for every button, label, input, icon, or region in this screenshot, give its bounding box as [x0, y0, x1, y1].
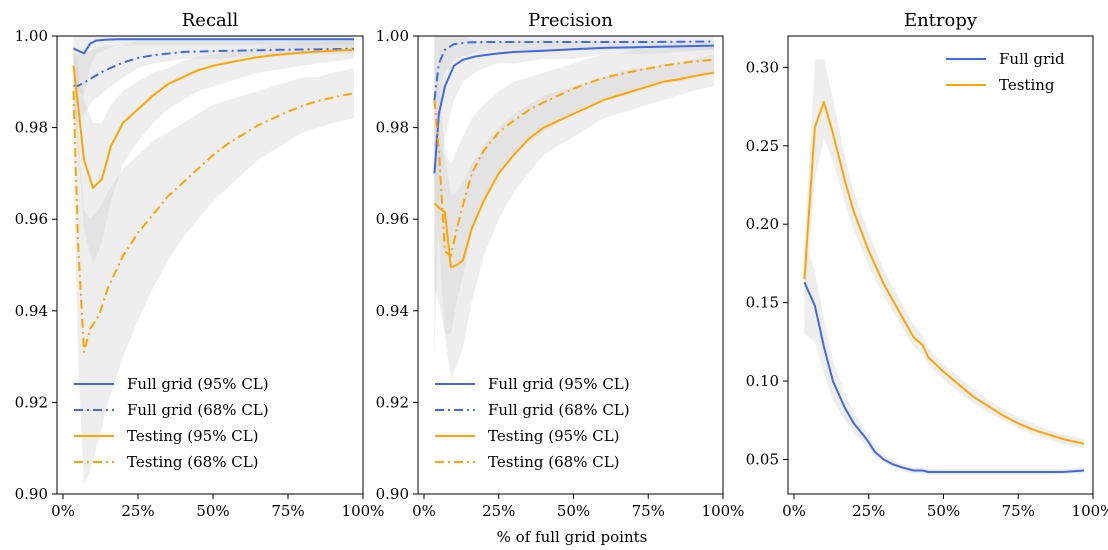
confidence-band-1: [73, 40, 354, 123]
x-tick-label: 25%: [482, 502, 515, 520]
y-tick-label: 1.00: [376, 27, 409, 45]
chart-title: Recall: [182, 10, 239, 31]
axes-frame: [787, 35, 1094, 495]
x-tick-label: 0%: [412, 502, 436, 520]
chart-title: Entropy: [904, 10, 978, 31]
axes-frame: [417, 35, 724, 495]
shared-x-axis-label: % of full grid points: [497, 528, 648, 546]
legend-label: Full grid (95% CL): [127, 375, 269, 393]
y-tick-label: 0.98: [376, 119, 409, 137]
precision-panel: 0% 25% 50% 75% 100% 0.90 0.92 0.94 0.96 0.98 1.00 P…: [376, 10, 745, 520]
x-tick-label: 100%: [1072, 502, 1108, 520]
chart-title: Precision: [528, 10, 613, 31]
legend-label: Full grid (68% CL): [488, 401, 630, 419]
legend-label: Testing (68% CL): [127, 453, 259, 471]
series-line-3: [72, 90, 355, 353]
x-tick-label: 0%: [782, 502, 806, 520]
x-tick-label: 75%: [1002, 502, 1035, 520]
entropy-panel: 0% 25% 50% 75% 100% 0.05 0.10 0.15 0.20 0.25 0.30 E…: [746, 10, 1108, 520]
confidence-band-0: [73, 36, 354, 96]
x-tick-label: 50%: [196, 502, 229, 520]
y-tick-label: 0.30: [746, 58, 779, 76]
legend: Full grid (95% CL) Full grid (68% CL) Test…: [435, 375, 630, 471]
recall-panel: 0% 25% 50% 75% 100% 0.90 0.92 0.94 0.96 0.98 1.00 R…: [15, 10, 385, 520]
y-tick-label: 0.92: [376, 393, 409, 411]
y-tick-label: 0.94: [376, 302, 409, 320]
confidence-band-1: [434, 36, 714, 197]
y-tick-label: 0.92: [15, 393, 48, 411]
y-tick-label: 0.25: [746, 137, 779, 155]
series-line-0: [803, 281, 1085, 473]
legend: Full grid (95% CL) Full grid (68% CL) Test…: [74, 375, 269, 471]
plot-area: [803, 59, 1085, 476]
y-tick-label: 0.98: [15, 119, 48, 137]
plot-area: [72, 36, 355, 485]
y-tick-label: 0.10: [746, 372, 779, 390]
confidence-band-1: [804, 59, 1084, 449]
legend-label: Testing (68% CL): [488, 453, 620, 471]
series-line-1: [433, 40, 715, 101]
x-tick-label: 50%: [557, 502, 590, 520]
series-line-2: [433, 71, 715, 269]
plot-area: [433, 36, 715, 380]
legend-label: Testing: [999, 76, 1055, 94]
series-line-3: [433, 58, 715, 257]
y-tick-label: 0.96: [376, 210, 409, 228]
legend-label: Full grid (68% CL): [127, 401, 269, 419]
series-line-2: [72, 48, 355, 190]
y-tick-label: 1.00: [15, 27, 48, 45]
x-tick-label: 0%: [51, 502, 75, 520]
legend-label: Testing (95% CL): [488, 427, 620, 445]
x-tick-label: 100%: [702, 502, 745, 520]
axes-frame: [56, 35, 364, 495]
legend-label: Full grid: [999, 50, 1065, 68]
y-tick-label: 0.20: [746, 215, 779, 233]
legend: Full grid Testing: [946, 50, 1065, 94]
x-tick-label: 75%: [632, 502, 665, 520]
confidence-band-2: [434, 54, 714, 380]
x-tick-label: 50%: [927, 502, 960, 520]
confidence-band-3: [73, 54, 354, 485]
x-tick-label: 75%: [271, 502, 304, 520]
series-line-0: [433, 44, 715, 174]
y-tick-label: 0.94: [15, 302, 48, 320]
x-tick-label: 100%: [342, 502, 385, 520]
series-line-1: [73, 47, 355, 87]
legend-label: Testing (95% CL): [127, 427, 259, 445]
x-tick-label: 25%: [852, 502, 885, 520]
y-tick-label: 0.05: [746, 450, 779, 468]
y-tick-label: 0.90: [15, 485, 48, 503]
confidence-band-0: [804, 239, 1084, 476]
confidence-band-3: [434, 45, 714, 334]
confidence-band-2: [73, 40, 354, 265]
legend-label: Full grid (95% CL): [488, 375, 630, 393]
y-tick-label: 0.15: [746, 294, 779, 312]
y-tick-label: 0.90: [376, 485, 409, 503]
series-line-1: [803, 100, 1085, 445]
series-line-0: [73, 38, 354, 55]
confidence-band-0: [434, 36, 714, 357]
y-tick-label: 0.96: [15, 210, 48, 228]
x-tick-label: 25%: [121, 502, 154, 520]
